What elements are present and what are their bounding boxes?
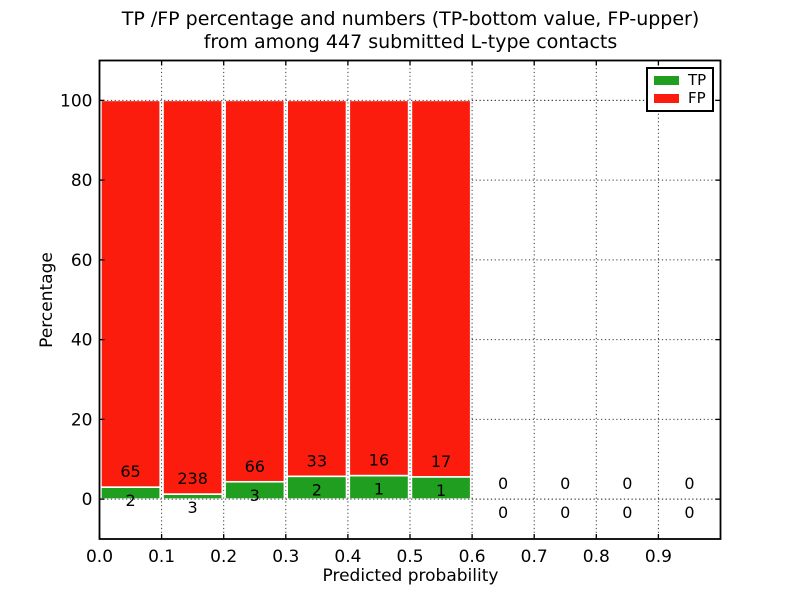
bar-segment-tp-5: [410, 476, 472, 500]
legend-label-tp: TP: [688, 70, 707, 89]
x-tick-label-0.0: 0.0: [86, 547, 113, 567]
tp-count-label-2: 3: [250, 486, 260, 505]
y-tick-label-60: 60: [71, 251, 93, 271]
legend-item-tp: TP: [648, 72, 712, 88]
bar-segment-tp-4: [348, 474, 410, 500]
x-tick-label-0.3: 0.3: [272, 547, 299, 567]
bar-segment-tp-1: [162, 493, 224, 500]
y-tick-label-80: 80: [71, 171, 93, 191]
tp-count-label-3: 2: [312, 480, 322, 499]
fp-count-label-3: 33: [307, 451, 327, 470]
fp-count-label-8: 0: [622, 474, 632, 493]
tp-color-swatch: [654, 75, 679, 85]
bar-segment-fp-1: [162, 99, 224, 495]
fp-count-label-7: 0: [560, 474, 570, 493]
fp-count-label-5: 17: [431, 452, 451, 471]
bar-segment-fp-3: [286, 99, 348, 478]
x-tick-label-0.1: 0.1: [148, 547, 175, 567]
legend-label-fp: FP: [688, 89, 706, 108]
bar-segment-fp-4: [348, 99, 410, 477]
bar-segment-fp-2: [224, 99, 286, 483]
chart-title-line1: TP /FP percentage and numbers (TP-bottom…: [121, 8, 700, 30]
chart-title-line2: from among 447 submitted L-type contacts: [203, 31, 618, 53]
x-tick-label-0.9: 0.9: [645, 547, 672, 567]
x-tick-label-0.6: 0.6: [459, 547, 486, 567]
x-tick-label-0.4: 0.4: [334, 547, 361, 567]
tp-count-label-1: 3: [188, 498, 198, 517]
tp-count-label-5: 1: [436, 481, 446, 500]
fp-count-label-0: 65: [120, 462, 140, 481]
y-tick-label-100: 100: [60, 91, 92, 111]
tp-count-label-7: 0: [560, 503, 570, 522]
x-tick-label-0.5: 0.5: [396, 547, 423, 567]
fp-count-label-9: 0: [684, 474, 694, 493]
x-axis-label: Predicted probability: [322, 566, 499, 586]
x-tick-label-0.2: 0.2: [210, 547, 237, 567]
tp-count-label-0: 2: [125, 491, 135, 510]
bar-segment-fp-5: [410, 99, 472, 478]
tp-count-label-9: 0: [684, 503, 694, 522]
fp-count-label-4: 16: [369, 451, 389, 470]
legend-item-fp: FP: [648, 91, 712, 107]
tp-count-label-6: 0: [498, 503, 508, 522]
tp-count-label-8: 0: [622, 503, 632, 522]
fp-count-label-2: 66: [245, 457, 265, 476]
legend: TP FP: [646, 67, 714, 112]
x-tick-label-0.8: 0.8: [583, 547, 610, 567]
y-tick-label-40: 40: [71, 331, 93, 351]
bar-segment-fp-0: [100, 99, 162, 489]
bar-segment-tp-2: [224, 480, 286, 500]
tp-count-label-4: 1: [374, 480, 384, 499]
x-tick-label-0.7: 0.7: [521, 547, 548, 567]
fp-count-label-6: 0: [498, 474, 508, 493]
y-tick-label-0: 0: [82, 490, 93, 510]
y-tick-label-20: 20: [71, 410, 93, 430]
fp-count-label-1: 238: [177, 469, 208, 488]
fp-color-swatch: [654, 94, 679, 104]
